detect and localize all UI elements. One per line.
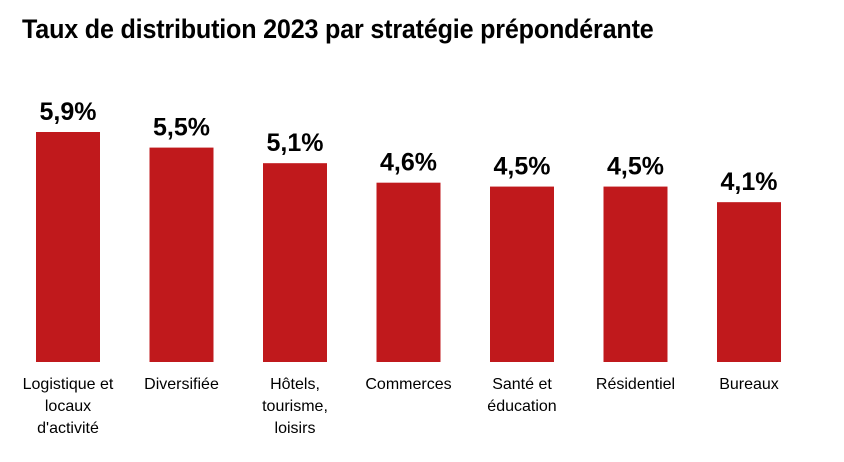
category-label: Bureaux (719, 376, 779, 393)
bar (376, 182, 441, 362)
data-label: 4,5% (607, 153, 664, 181)
bar (603, 186, 668, 362)
data-label: 5,9% (40, 98, 97, 126)
bar (263, 163, 327, 362)
category-label: Résidentiel (595, 376, 676, 393)
bar (149, 147, 214, 362)
data-label: 5,5% (153, 114, 210, 142)
category-label: Logistique et locaux d'activité (22, 376, 114, 437)
data-label: 5,1% (267, 129, 324, 157)
data-label: 4,5% (494, 153, 551, 181)
data-label: 4,1% (721, 168, 778, 196)
bar (36, 132, 100, 362)
category-label: Hôtels, tourisme, loisirs (262, 376, 328, 437)
bar (490, 186, 554, 362)
data-label: 4,6% (380, 149, 437, 177)
category-label: Commerces (365, 376, 452, 393)
bar (717, 202, 781, 362)
category-label: Santé et éducation (487, 376, 557, 415)
category-label: Diversifiée (144, 376, 219, 393)
chart-title: Taux de distribution 2023 par stratégie … (22, 14, 654, 44)
